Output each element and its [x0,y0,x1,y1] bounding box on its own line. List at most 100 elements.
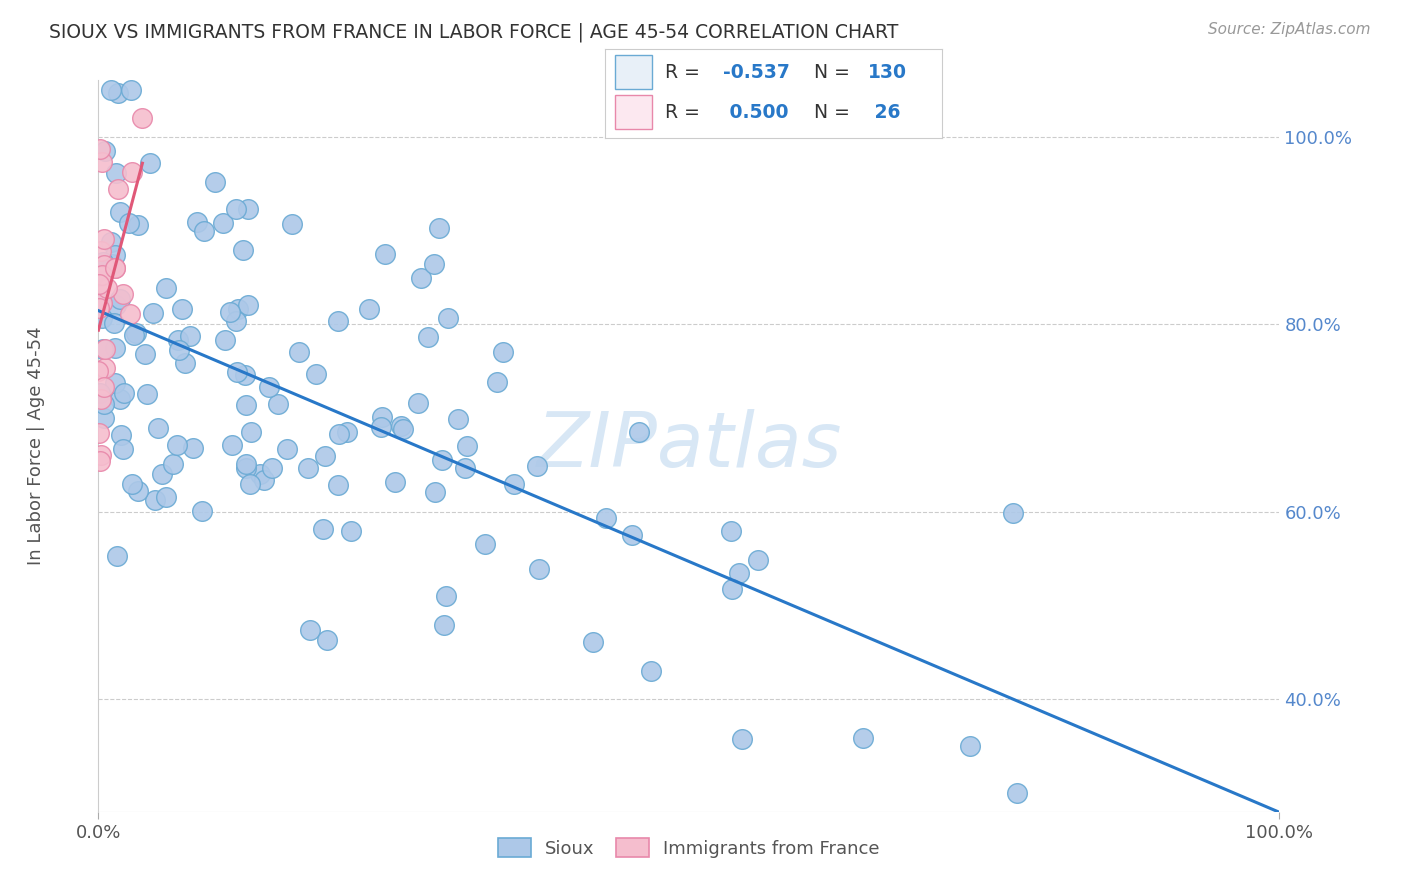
Point [430,453,453,467]
Point [104,248,127,262]
Point [236,298,259,312]
Point [87,296,110,310]
Point [288,345,311,359]
Point [232,244,254,258]
Point [93,411,115,425]
Point [112,386,135,401]
Point [193,224,215,238]
Text: Source: ZipAtlas.com: Source: ZipAtlas.com [1208,22,1371,37]
Point [90,392,112,406]
Point [204,175,226,189]
Text: N =: N = [814,103,849,122]
Point [312,522,335,536]
Point [253,473,276,487]
Point [93,232,115,246]
Point [155,280,177,294]
Point [225,202,247,216]
Point [228,301,250,316]
Point [107,182,129,196]
Point [94,361,117,376]
Point [456,439,478,453]
Point [959,739,981,754]
Point [87,364,110,378]
Point [305,368,328,382]
Point [90,296,112,310]
Text: 130: 130 [868,62,907,82]
Point [720,582,742,596]
Point [101,256,124,270]
Point [90,268,112,282]
Point [221,438,243,452]
Point [315,633,337,648]
Point [276,442,298,457]
Point [89,142,111,156]
Point [127,218,149,232]
Point [389,418,412,433]
Point [427,221,450,235]
Point [94,145,117,159]
Point [238,202,260,216]
Point [411,270,433,285]
Point [1002,507,1025,521]
Point [406,396,429,410]
Point [526,458,548,473]
Point [174,356,197,370]
Point [143,493,166,508]
Text: -0.537: -0.537 [723,62,790,82]
Point [100,235,122,249]
Point [1005,786,1028,800]
Point [233,368,256,382]
Point [371,410,394,425]
Point [492,344,515,359]
Point [235,398,257,412]
Point [485,375,508,389]
Point [131,111,153,125]
Point [328,477,350,491]
Point [370,420,392,434]
Point [166,334,188,348]
Point [186,215,208,229]
Point [112,286,135,301]
Point [87,262,110,277]
Text: R =: R = [665,103,700,122]
Point [124,327,146,342]
Point [136,387,159,401]
Point [134,347,156,361]
Point [249,467,271,482]
Point [527,562,550,576]
Point [103,260,125,275]
Point [118,307,141,321]
Point [120,83,142,97]
Point [105,549,128,563]
Point [91,343,114,357]
Legend: Sioux, Immigrants from France: Sioux, Immigrants from France [491,831,887,865]
Text: ZIPatlas: ZIPatlas [536,409,842,483]
Point [434,589,457,603]
Text: 0.500: 0.500 [723,103,789,122]
Point [423,256,446,270]
Point [503,476,526,491]
Point [89,448,111,462]
Point [326,314,349,328]
Point [89,454,111,468]
Point [297,460,319,475]
Point [179,329,201,343]
Point [90,244,112,258]
Point [474,536,496,550]
Point [91,255,114,269]
Point [104,376,127,390]
Point [595,511,617,525]
Point [621,528,644,542]
Point [239,425,262,439]
Point [108,392,131,406]
Point [425,485,447,500]
Y-axis label: In Labor Force | Age 45-54: In Labor Force | Age 45-54 [27,326,45,566]
Point [731,731,754,746]
Point [582,635,605,649]
Point [91,311,114,326]
Text: R =: R = [665,62,700,82]
Point [852,731,875,746]
Point [107,86,129,100]
Point [267,397,290,411]
Point [262,461,284,475]
